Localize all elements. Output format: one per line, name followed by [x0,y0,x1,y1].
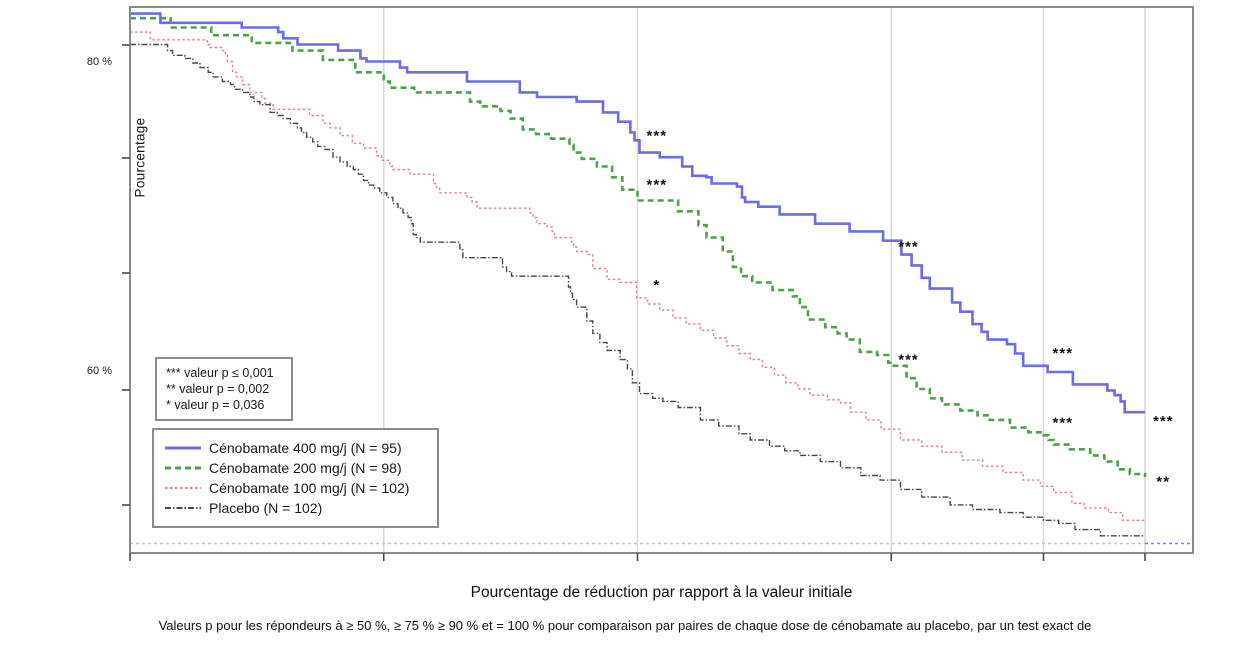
footnote: Valeurs p pour les répondeurs à ≥ 50 %, … [158,618,1092,633]
curve-cenobamate-400 [130,12,1145,414]
curve-placebo [130,43,1145,537]
pvalue-key-line-3: * valeur p = 0,036 [166,398,265,412]
y-axis-label: Pourcentage [132,117,148,198]
significance-annotation-4: *** [898,351,919,368]
legend-item-0: Cénobamate 400 mg/j (N = 95) [164,438,427,458]
significance-annotation-5: *** [1053,345,1074,362]
pvalue-key-line-2: ** valeur p = 0,002 [166,382,270,396]
legend-line-sample-3 [165,507,201,509]
legend-item-1: Cénobamate 200 mg/j (N = 98) [164,458,427,478]
legend-item-2: Cénobamate 100 mg/j (N = 102) [164,478,427,498]
significance-annotation-7: *** [1153,413,1174,430]
pvalue-key-line-1: *** valeur p ≤ 0,001 [166,366,274,380]
curve-cenobamate-100 [130,31,1146,522]
significance-annotation-0: *** [647,127,668,144]
legend-line-sample-0 [165,446,201,450]
legend-line-sample-1 [165,466,201,470]
significance-annotation-2: * [653,277,660,294]
legend-label-3: Placebo (N = 102) [209,500,323,516]
pvalue-key-box: *** valeur p ≤ 0,001 ** valeur p = 0,002… [155,357,293,421]
y-tick-label-80: 80 % [86,56,112,68]
curve-cenobamate-200 [130,16,1147,478]
legend-item-3: Placebo (N = 102) [164,498,427,518]
significance-annotation-6: *** [1053,415,1074,432]
significance-annotation-3: *** [898,238,919,255]
y-tick-label-60: 60 % [86,365,112,377]
legend-line-sample-2 [165,487,201,489]
legend-label-2: Cénobamate 100 mg/j (N = 102) [209,480,410,496]
plot-border [129,6,1194,554]
significance-annotation-1: *** [647,177,668,194]
legend-label-1: Cénobamate 200 mg/j (N = 98) [209,460,402,476]
legend-label-0: Cénobamate 400 mg/j (N = 95) [209,440,402,456]
significance-annotation-8: ** [1156,473,1170,490]
legend-box: Cénobamate 400 mg/j (N = 95) Cénobamate 2… [152,428,439,528]
x-axis-title: Pourcentage de réduction par rapport à l… [470,584,853,601]
